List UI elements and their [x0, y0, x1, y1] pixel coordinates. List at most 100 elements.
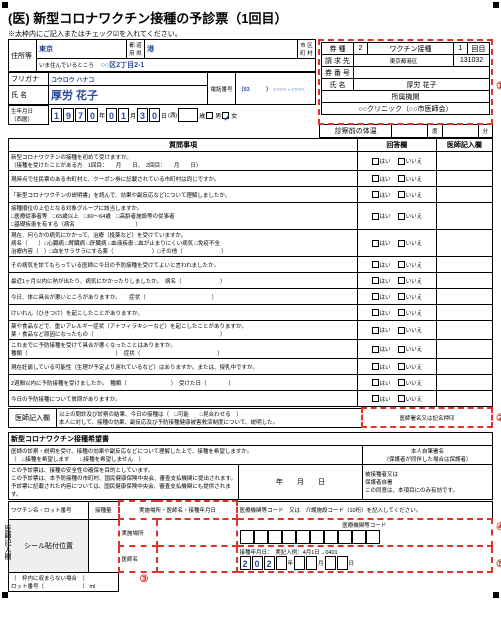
answer-yes[interactable] — [372, 293, 379, 300]
gender-female[interactable]: 女 — [231, 111, 237, 120]
temp-label: 診察前の体温 — [320, 125, 392, 138]
question-text: 接種順位の上位となる対象グループに該当しますか。 □医療従事者等 □65歳以上 … — [9, 203, 358, 230]
street-value: ○○区2丁目2-1 — [101, 62, 144, 69]
answer-no[interactable] — [398, 191, 405, 198]
qhdr-3: 医師記入欄 — [436, 139, 492, 152]
callout-4: ④ — [496, 522, 501, 533]
answer-yes[interactable] — [372, 175, 379, 182]
corner-mark — [493, 2, 499, 8]
callout-1: ① — [496, 81, 501, 92]
consent-date: 年 月 日 — [239, 465, 363, 500]
answer-no[interactable] — [398, 346, 405, 353]
question-text: 今日の予防接種について質問がありますか。 — [9, 391, 358, 407]
answer-yes[interactable] — [372, 261, 379, 268]
question-text: 「新型コロナワクチンの説明書」を読んで、効果や副反応などについて理解しましたか。 — [9, 187, 358, 203]
gender-male[interactable]: 男 — [215, 111, 221, 120]
doctor-text: 以上の問診及び診察の結果、今日の接種は（ □可能 □見合わせる ） 本人に対して… — [57, 408, 363, 427]
answer-no[interactable] — [398, 293, 405, 300]
consent-note: この予診票は、接種の安全性の確保を目的としています。 この予診票は、本予防接種の… — [9, 465, 239, 500]
answer-no[interactable] — [398, 175, 405, 182]
answer-yes[interactable] — [372, 327, 379, 334]
dose-num: 1 — [454, 43, 468, 55]
answer-yes[interactable] — [372, 240, 379, 247]
answer-no[interactable] — [398, 261, 405, 268]
doctor-name-label: 医師名 ③ — [119, 546, 157, 572]
question-text: 2週間以内に予防接種を受けましたか。 種類（ ） 受けた日（ ） — [9, 375, 358, 391]
consent-title: 新型コロナワクチン接種希望書 — [9, 433, 493, 446]
answer-no[interactable] — [398, 309, 405, 316]
question-text: 現在、何らかの病気にかかって、治療（投薬など）を受けていますか。 病名（ ）□心… — [9, 230, 358, 257]
name-value: 厚労 花子 — [51, 90, 98, 102]
answer-no[interactable] — [398, 240, 405, 247]
corner-mark — [2, 592, 8, 598]
vaccine-label: ワクチン接種 — [368, 43, 454, 55]
dob-label: 生年月日 （西暦） — [9, 106, 49, 125]
question-text: 現在妊娠している可能性（生理が予定より遅れているなど）はありますか。または、授乳… — [9, 359, 358, 375]
inst-note: 医療機関等コード 又は 介護施設コード（10桁）を記入してください。 — [237, 501, 493, 519]
answer-yes[interactable] — [372, 277, 379, 284]
qhdr-1: 質問事項 — [9, 139, 358, 152]
dob-boxes: 1970 年 01 月 30 日 (満) 歳 男 ✓女 — [51, 108, 314, 122]
vaccine-lot-label: ワクチン名・ロット番号 — [9, 501, 89, 519]
inst-code-box: 医療機関等コード ④ — [237, 519, 493, 546]
coupon-box: ① 券 種 2 ワクチン接種 1 回目 請 求 先 東京都港区 131032 券… — [318, 39, 493, 125]
corner-mark — [493, 592, 499, 598]
answer-no[interactable] — [398, 158, 405, 165]
city-suffix: 市 区 町 村 — [298, 40, 316, 59]
ticket-type-label: 券 種 — [322, 43, 354, 55]
org-val: ○○クリニック（○○市医師会） — [322, 103, 490, 115]
ticket-no-label: 券 番 号 — [322, 67, 354, 79]
doctor-label: 医師記入欄 — [9, 408, 57, 427]
left-vertical-label: 医師記入欄 — [2, 525, 12, 560]
answer-yes[interactable] — [372, 379, 379, 386]
answer-no[interactable] — [398, 213, 405, 220]
qhdr-2: 回答欄 — [357, 139, 436, 152]
consent-text: 医師の診察・説明を受け、接種の効果や副反応などについて理解した上で、接種を希望し… — [9, 446, 363, 465]
question-text: 今日、体に具合が悪いところがありますか。 症状（ ） — [9, 289, 358, 305]
place-header: 実施場所・医師名・接種年月日 — [119, 501, 237, 519]
answer-yes[interactable] — [372, 191, 379, 198]
corner-mark — [2, 2, 8, 8]
form-title: (医) 新型コロナワクチン接種の予診票（1回目） — [8, 8, 288, 27]
billto-code: 131032 — [454, 55, 490, 67]
billto-label: 請 求 先 — [322, 55, 354, 67]
address-label: 住所等 — [9, 40, 37, 72]
furigana-value: コウロウ ハナコ — [51, 78, 94, 84]
answer-yes[interactable] — [372, 309, 379, 316]
answer-yes[interactable] — [372, 395, 379, 402]
dose-amt-label: 接種量 — [89, 501, 119, 519]
answer-no[interactable] — [398, 363, 405, 370]
question-text: 新型コロナワクチンの接種を初めて受けますか。 （接種を受けたことがある方 1回目… — [9, 152, 358, 171]
question-text: その病気を診てもらっている医師に今日の予防接種を受けてよいと言われましたか。 — [9, 257, 358, 273]
furigana-label: フリガナ — [9, 73, 49, 86]
answer-yes[interactable] — [372, 363, 379, 370]
name-label: 氏 名 — [9, 86, 49, 105]
callout-3: ③ — [140, 574, 149, 585]
answer-yes[interactable] — [372, 158, 379, 165]
answer-no[interactable] — [398, 379, 405, 386]
dose-note: （ 枠内に収まらない場合 ） ロット番号（ ） ml — [9, 572, 119, 591]
callout-5: ⑤ — [496, 559, 501, 570]
question-text: これまでに予防接種を受けて具合が悪くなったことはありますか。 種類（ ） 症状（… — [9, 340, 358, 359]
answer-no[interactable] — [398, 395, 405, 402]
phone-value: （03 ） ○○○○ - ○○○○ — [238, 87, 305, 93]
question-text: 最近1ヶ月以内に熱が出たり、病気にかかったりしましたか。 病名（ ） — [9, 273, 358, 289]
pref-suffix: 都 道 府 県 — [127, 40, 145, 59]
answer-yes[interactable] — [372, 346, 379, 353]
insured-label: 被接種者又は 保護者自署 この同意は、本項目にのみ有効です。 — [363, 465, 493, 500]
question-table: 質問事項 回答欄 医師記入欄 新型コロナワクチンの接種を初めて受けますか。 （接… — [8, 138, 493, 407]
question-text: 現時点で住民票のある市町村と、クーポン券に記載されている市町村は同じですか。 — [9, 171, 358, 187]
consent-sign-label: 本人自筆署名 （保護者が同伴した場合は保護者） — [363, 446, 493, 465]
answer-no[interactable] — [398, 277, 405, 284]
phone-label: 電話番号 — [208, 73, 236, 105]
org-label: 所属機関 — [322, 91, 490, 103]
city-value: 港 — [147, 46, 154, 53]
street-label: いま住んでいるところ — [39, 63, 94, 69]
answer-no[interactable] — [398, 327, 405, 334]
callout-2: ② — [496, 413, 501, 424]
answer-yes[interactable] — [372, 213, 379, 220]
r-name-label: 氏 名 — [322, 79, 354, 91]
question-text: けいれん（ひきつけ）を起こしたことがありますか。 — [9, 305, 358, 321]
ticket-type-val: 2 — [354, 43, 368, 55]
doctor-sign-box: 医師署名又は記名押印 ② — [362, 408, 492, 427]
